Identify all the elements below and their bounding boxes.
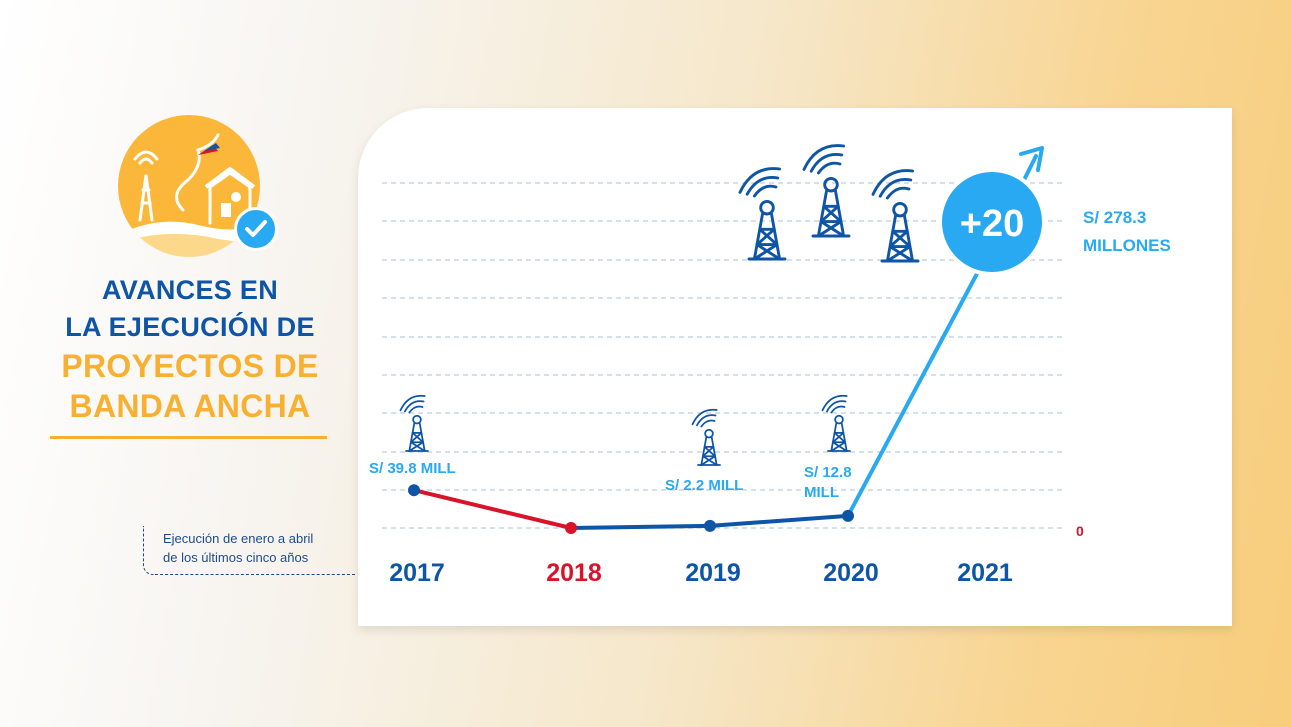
growth-badge-text: +20 [960, 203, 1024, 245]
series-segment [569, 523, 712, 530]
data-point [565, 522, 577, 534]
data-label: S/ 2.2 MILL [665, 477, 743, 494]
data-point [408, 484, 420, 497]
chart-card [358, 108, 1232, 626]
x-tick-label: 2021 [957, 559, 1013, 587]
period-note: Ejecución de enero a abril de los último… [163, 529, 313, 567]
antenna-tower-icon [399, 394, 429, 452]
headline-line-2: LA EJECUCIÓN DE [65, 312, 315, 342]
x-tick-label: 2018 [546, 559, 602, 587]
data-label: S/ 278.3 [1083, 208, 1146, 227]
data-label: MILLONES [1083, 236, 1171, 255]
antenna-tower-icon [802, 144, 851, 238]
note-connector [155, 574, 355, 575]
series-segment [846, 266, 982, 518]
data-point [842, 509, 854, 522]
antenna-tower-icon [691, 408, 721, 466]
x-tick-label: 2017 [389, 559, 445, 587]
headline-underline [50, 436, 327, 439]
note-line-2: de los últimos cinco años [163, 550, 309, 565]
headline-line-4: BANDA ANCHA [69, 388, 311, 424]
headline: AVANCES EN LA EJECUCIÓN DE PROYECTOS DE … [40, 272, 340, 426]
antenna-tower-icon [871, 169, 920, 263]
series-segment [708, 513, 850, 528]
growth-badge-circle [938, 168, 1046, 276]
note-bracket [143, 526, 156, 575]
series-segment [412, 488, 573, 530]
note-line-1: Ejecución de enero a abril [163, 531, 314, 546]
arrow-up-right-icon [1019, 146, 1044, 172]
data-label: S/ 39.8 MILL [369, 460, 456, 477]
headline-line-3: PROYECTOS DE [61, 348, 319, 384]
data-label: MILL [804, 484, 839, 501]
data-label: S/ 12.8 [804, 464, 852, 481]
data-point [704, 519, 716, 532]
headline-line-1: AVANCES EN [101, 275, 279, 305]
data-label: 0 [1076, 523, 1084, 539]
x-tick-label: 2019 [685, 559, 741, 587]
x-tick-label: 2020 [823, 559, 879, 587]
checkmark-icon [234, 207, 278, 251]
antenna-tower-icon [738, 167, 787, 261]
growth-badge: +20 [938, 168, 1046, 276]
antenna-tower-icon [821, 394, 851, 452]
